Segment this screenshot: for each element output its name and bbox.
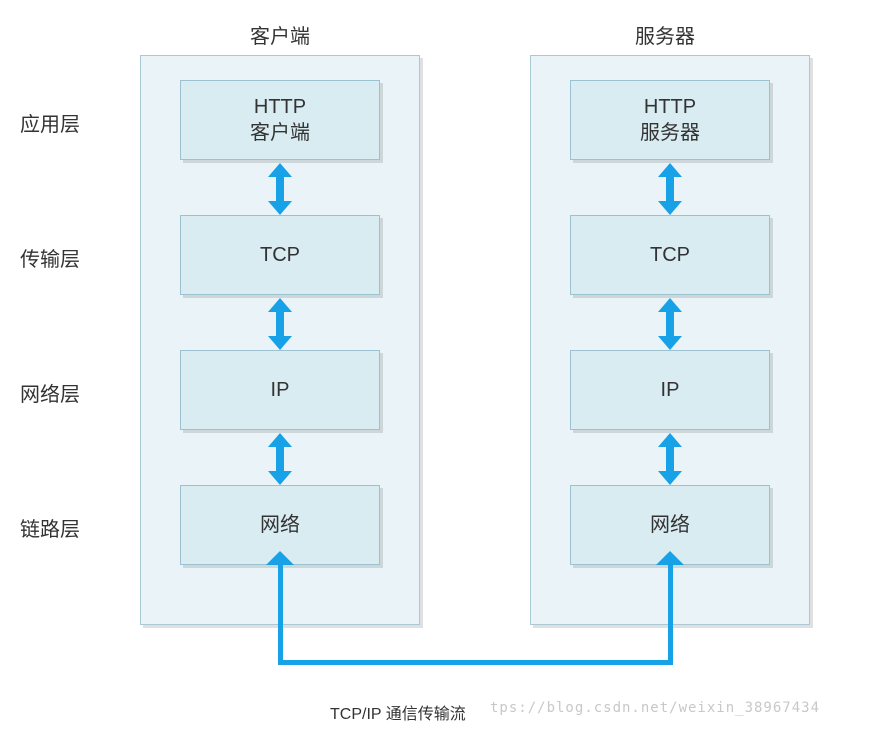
server-arrow-2: [658, 433, 682, 485]
client-arrow-0: [268, 163, 292, 215]
client-header: 客户端: [230, 20, 330, 49]
client-box-3-line: 网络: [260, 512, 300, 538]
client-box-0-line: HTTP: [254, 94, 306, 120]
arrow-up-icon: [658, 163, 682, 177]
layer-label-1: 传输层: [20, 243, 80, 272]
server-box-0-line: 服务器: [640, 120, 700, 146]
connector-bottom-horz: [278, 660, 673, 665]
arrow-up-icon: [658, 298, 682, 312]
client-box-1: TCP: [180, 215, 380, 295]
arrow-down-icon: [268, 336, 292, 350]
server-box-0: HTTP服务器: [570, 80, 770, 160]
arrow-bar: [276, 312, 284, 336]
arrow-bar: [276, 447, 284, 471]
tcpip-flow-diagram: 客户端服务器应用层HTTP客户端HTTP服务器传输层TCPTCP网络层IPIP链…: [0, 0, 873, 733]
arrow-down-icon: [268, 471, 292, 485]
server-box-0-line: HTTP: [644, 94, 696, 120]
arrow-down-icon: [658, 336, 682, 350]
connector-right-vert: [668, 565, 673, 665]
arrow-bar: [666, 312, 674, 336]
client-box-0: HTTP客户端: [180, 80, 380, 160]
client-arrow-1: [268, 298, 292, 350]
server-box-2-line: IP: [661, 377, 680, 403]
server-arrow-0: [658, 163, 682, 215]
client-box-1-line: TCP: [260, 242, 300, 268]
arrow-up-icon: [268, 163, 292, 177]
caption: TCP/IP 通信传输流: [330, 700, 466, 724]
watermark-text: tps://blog.csdn.net/weixin_38967434: [490, 700, 820, 716]
client-arrow-2: [268, 433, 292, 485]
server-box-1-line: TCP: [650, 242, 690, 268]
arrow-bar: [666, 447, 674, 471]
arrow-bar: [666, 177, 674, 201]
arrow-bar: [276, 177, 284, 201]
arrow-up-icon: [658, 433, 682, 447]
server-box-3-line: 网络: [650, 512, 690, 538]
layer-label-3: 链路层: [20, 513, 80, 542]
client-box-2: IP: [180, 350, 380, 430]
server-header: 服务器: [615, 20, 715, 49]
arrow-up-icon: [268, 433, 292, 447]
arrow-down-icon: [268, 201, 292, 215]
server-box-2: IP: [570, 350, 770, 430]
layer-label-2: 网络层: [20, 378, 80, 407]
server-arrow-1: [658, 298, 682, 350]
client-box-2-line: IP: [271, 377, 290, 403]
arrow-down-icon: [658, 201, 682, 215]
layer-label-0: 应用层: [20, 108, 80, 137]
client-box-0-line: 客户端: [250, 120, 310, 146]
connector-arrowhead-left: [266, 551, 294, 565]
server-box-1: TCP: [570, 215, 770, 295]
connector-arrowhead-right: [656, 551, 684, 565]
arrow-up-icon: [268, 298, 292, 312]
arrow-down-icon: [658, 471, 682, 485]
connector-left-vert: [278, 565, 283, 665]
